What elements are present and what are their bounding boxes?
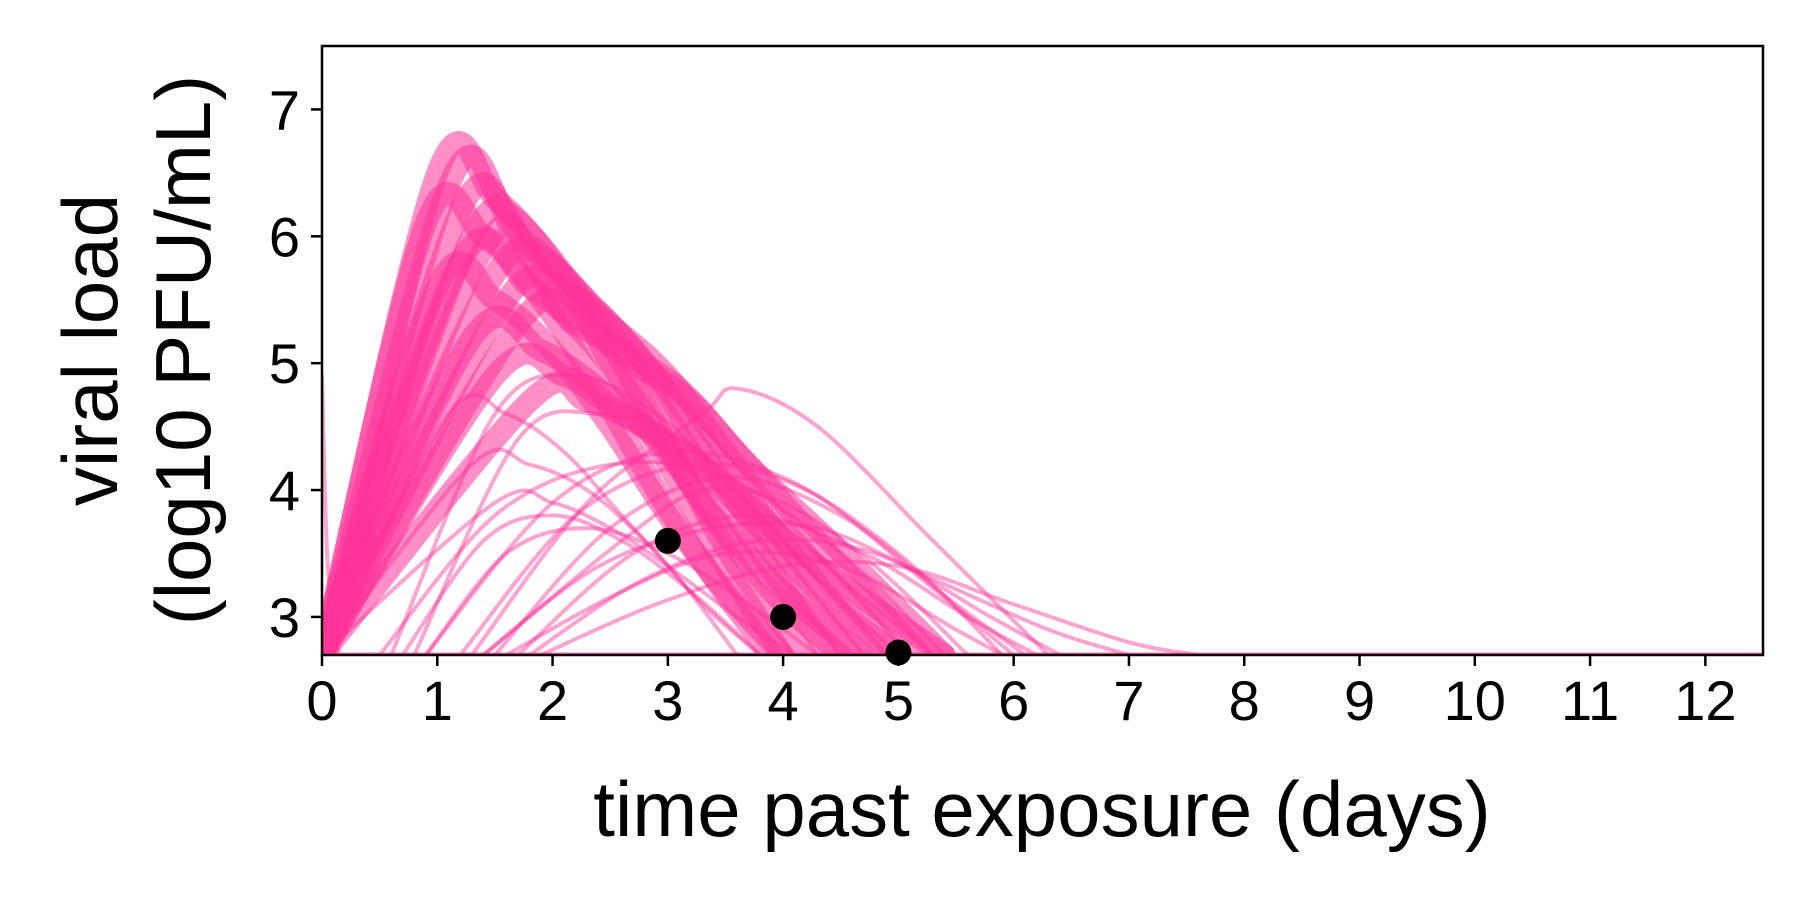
y-tick-label: 5 bbox=[269, 332, 300, 395]
x-axis-title: time past exposure (days) bbox=[593, 765, 1490, 853]
series-line bbox=[492, 475, 1028, 655]
x-tick-label: 4 bbox=[768, 669, 799, 732]
observed-point bbox=[770, 603, 797, 630]
y-tick-label: 6 bbox=[269, 205, 300, 268]
x-tick-label: 0 bbox=[306, 669, 337, 732]
series-line bbox=[504, 549, 1005, 655]
series-line bbox=[400, 513, 763, 655]
series-line bbox=[481, 520, 1131, 655]
series-line bbox=[377, 459, 947, 655]
x-tick-label: 8 bbox=[1229, 669, 1260, 732]
series-line bbox=[412, 409, 935, 655]
x-tick-label: 6 bbox=[998, 669, 1029, 732]
series-line bbox=[458, 461, 1016, 655]
y-tick-label: 4 bbox=[269, 459, 300, 522]
x-tick-label: 3 bbox=[652, 669, 683, 732]
x-tick-label: 9 bbox=[1344, 669, 1375, 732]
series-line bbox=[322, 370, 956, 655]
x-tick-label: 11 bbox=[1561, 669, 1619, 732]
series-line bbox=[322, 488, 797, 655]
series-line bbox=[389, 373, 901, 655]
series-line bbox=[527, 537, 1062, 655]
plot-frame bbox=[320, 44, 1765, 657]
series-line bbox=[322, 447, 763, 655]
series-line bbox=[481, 485, 970, 655]
series-line bbox=[469, 386, 1051, 655]
series-line bbox=[423, 449, 1005, 655]
x-tick-label: 5 bbox=[883, 669, 914, 732]
series-line bbox=[539, 559, 1201, 655]
series-line bbox=[516, 513, 1039, 655]
series-line bbox=[423, 526, 820, 655]
simulated-curves bbox=[322, 131, 1763, 655]
x-tick-label: 12 bbox=[1674, 669, 1736, 732]
observed-point bbox=[654, 527, 681, 554]
observed-points bbox=[654, 527, 912, 666]
x-tick-label: 7 bbox=[1113, 669, 1144, 732]
y-tick-label: 3 bbox=[269, 586, 300, 649]
x-tick-label: 1 bbox=[422, 669, 453, 732]
series-line bbox=[322, 392, 739, 655]
y-axis-title-line1: viral load bbox=[46, 194, 134, 506]
x-tick-label: 2 bbox=[537, 669, 568, 732]
x-tick-label: 10 bbox=[1444, 669, 1506, 732]
observed-point bbox=[885, 639, 912, 666]
y-tick-label: 7 bbox=[269, 78, 300, 141]
y-axis-title-line2: (log10 PFU/mL) bbox=[139, 75, 227, 626]
